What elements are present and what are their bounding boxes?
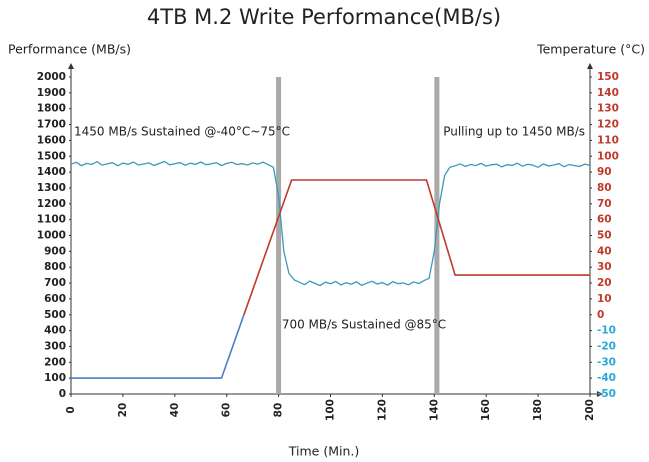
x-tick-label: 60 bbox=[221, 403, 233, 418]
x-tick-label: 40 bbox=[169, 403, 181, 418]
x-tick-label: 140 bbox=[428, 399, 440, 421]
y2-tick-label: 100 bbox=[597, 150, 619, 162]
marker-band bbox=[434, 77, 440, 394]
y-tick-label: 0 bbox=[59, 388, 66, 400]
y2-tick-label: 80 bbox=[597, 182, 612, 194]
y2-tick-label: 0 bbox=[597, 309, 604, 321]
annotation: Pulling up to 1450 MB/s bbox=[443, 125, 585, 139]
y-tick-label: 1300 bbox=[37, 182, 66, 194]
x-tick-label: 180 bbox=[532, 399, 544, 421]
y2-tick-label: 70 bbox=[597, 198, 612, 210]
y-tick-label: 1000 bbox=[37, 230, 66, 242]
y2-tick-label: 10 bbox=[597, 293, 612, 305]
y-tick-label: 1600 bbox=[37, 134, 66, 146]
x-tick-label: 200 bbox=[584, 399, 596, 421]
y2-tick-label: 30 bbox=[597, 261, 612, 273]
y2-tick-label: 150 bbox=[597, 71, 619, 83]
chart-title: 4TB M.2 Write Performance(MB/s) bbox=[147, 5, 501, 29]
y-tick-label: 1800 bbox=[37, 103, 66, 115]
y2-axis-title: Temperature (°C) bbox=[536, 42, 645, 57]
y2-tick-label: 60 bbox=[597, 214, 612, 226]
y-tick-label: 1400 bbox=[37, 166, 66, 178]
y-tick-label: 2000 bbox=[37, 71, 66, 83]
y2-tick-label: 120 bbox=[597, 119, 619, 131]
y2-tick-label: 130 bbox=[597, 103, 619, 115]
y2-tick-label: 90 bbox=[597, 166, 612, 178]
x-axis-title: Time (Min.) bbox=[288, 444, 359, 459]
annotation: 700 MB/s Sustained @85°C bbox=[282, 318, 446, 332]
y2-tick-label: -40 bbox=[597, 372, 616, 384]
series-line bbox=[71, 179, 590, 379]
y-tick-label: 600 bbox=[44, 293, 66, 305]
y2-tick-label: 110 bbox=[597, 134, 619, 146]
y-tick-label: 1900 bbox=[37, 87, 66, 99]
y2-tick-label: -50 bbox=[597, 388, 616, 400]
y2-tick-label: 40 bbox=[597, 245, 612, 257]
y-tick-label: 1500 bbox=[37, 150, 66, 162]
y-tick-label: 200 bbox=[44, 356, 66, 368]
marker-band bbox=[276, 77, 282, 394]
y2-tick-label: 20 bbox=[597, 277, 612, 289]
x-tick-label: 80 bbox=[273, 403, 285, 418]
series-line bbox=[70, 160, 591, 287]
y-tick-label: 1100 bbox=[37, 214, 66, 226]
y-tick-label: 700 bbox=[44, 277, 66, 289]
y-tick-label: 800 bbox=[44, 261, 66, 273]
y2-tick-label: -20 bbox=[597, 340, 616, 352]
y-tick-label: 300 bbox=[44, 340, 66, 352]
y-tick-label: 500 bbox=[44, 309, 66, 321]
x-tick-label: 20 bbox=[117, 403, 129, 418]
y2-tick-label: -10 bbox=[597, 325, 616, 337]
x-tick-label: 100 bbox=[325, 399, 337, 421]
y-tick-label: 900 bbox=[44, 245, 66, 257]
y-tick-label: 100 bbox=[44, 372, 66, 384]
x-tick-label: 120 bbox=[376, 399, 388, 421]
y-tick-label: 1200 bbox=[37, 198, 66, 210]
annotation: 1450 MB/s Sustained @-40°C~75°C bbox=[74, 125, 290, 139]
y2-tick-label: -30 bbox=[597, 356, 616, 368]
x-tick-label: 160 bbox=[480, 399, 492, 421]
y2-tick-label: 50 bbox=[597, 230, 612, 242]
y-tick-label: 400 bbox=[44, 325, 66, 337]
x-tick-label: 0 bbox=[65, 406, 77, 413]
y-axis-title: Performance (MB/s) bbox=[8, 42, 131, 57]
y-tick-label: 1700 bbox=[37, 119, 66, 131]
y2-tick-label: 140 bbox=[597, 87, 619, 99]
